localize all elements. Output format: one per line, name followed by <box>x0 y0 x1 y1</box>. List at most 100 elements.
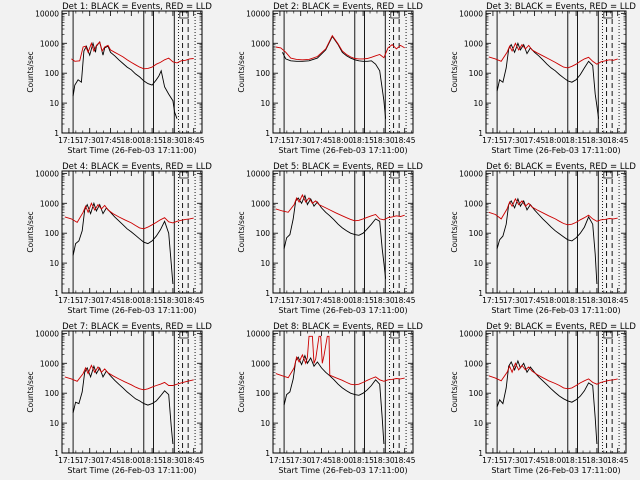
x-tick-label: 18:30 <box>586 296 608 305</box>
x-tick-label: 18:45 <box>394 136 416 145</box>
lld-series-line <box>488 42 618 69</box>
x-tick-label: 18:00 <box>331 296 353 305</box>
lld-series-line <box>275 335 405 386</box>
y-tick-label: 1000 <box>464 359 483 368</box>
events-series-line <box>72 201 174 285</box>
y-axis-label: Counts/sec <box>450 371 459 412</box>
y-axis-label: Counts/sec <box>26 211 35 252</box>
y-tick-label: 1 <box>478 449 483 458</box>
events-series-line <box>283 194 387 279</box>
x-tick-label: 18:45 <box>394 456 416 465</box>
x-tick-label: 17:15 <box>482 296 504 305</box>
lld-series-line <box>488 197 618 226</box>
x-tick-label: 17:30 <box>503 456 525 465</box>
y-tick-label: 10000 <box>35 9 59 18</box>
x-tick-label: 18:45 <box>183 456 205 465</box>
x-tick-label: 17:45 <box>100 136 122 145</box>
y-tick-label: 10 <box>260 419 270 428</box>
x-tick-label: 17:30 <box>290 296 312 305</box>
x-tick-label: 18:45 <box>607 456 629 465</box>
events-series-line <box>281 35 387 119</box>
events-series-line <box>496 197 598 285</box>
x-tick-label: 18:30 <box>162 456 184 465</box>
y-tick-label: 100 <box>469 69 484 78</box>
y-tick-label: 1 <box>478 289 483 298</box>
marker-bracket <box>179 11 189 19</box>
y-tick-label: 100 <box>469 229 484 238</box>
y-tick-label: 10 <box>473 419 483 428</box>
x-axis-label: Start Time (26-Feb-03 17:11:00) <box>67 146 196 155</box>
panel-title: Det 4: BLACK = Events, RED = LLD <box>62 162 212 172</box>
x-tick-label: 17:15 <box>58 136 80 145</box>
y-tick-label: 10 <box>49 99 59 108</box>
x-tick-label: 18:00 <box>331 456 353 465</box>
marker-bracket <box>179 171 189 179</box>
x-tick-label: 18:30 <box>373 296 395 305</box>
x-tick-label: 18:15 <box>352 456 374 465</box>
panel-det-2: Det 2: BLACK = Events, RED = LLD Counts/s… <box>237 2 423 155</box>
y-tick-label: 100 <box>256 229 271 238</box>
lld-series-line <box>64 202 194 230</box>
x-tick-label: 17:45 <box>311 456 333 465</box>
events-series-line <box>496 359 598 445</box>
y-tick-label: 10000 <box>35 169 59 178</box>
y-tick-label: 10 <box>473 99 483 108</box>
x-tick-label: 18:30 <box>373 136 395 145</box>
panel-det-1: Det 1: BLACK = Events, RED = LLD Counts/s… <box>26 2 212 155</box>
x-tick-label: 17:15 <box>269 296 291 305</box>
y-tick-label: 100 <box>256 389 271 398</box>
y-tick-label: 1 <box>265 129 270 138</box>
x-tick-label: 18:45 <box>183 296 205 305</box>
plot-frame <box>272 170 414 294</box>
y-tick-label: 10000 <box>246 169 270 178</box>
y-tick-label: 10 <box>260 99 270 108</box>
x-tick-label: 18:30 <box>586 456 608 465</box>
panel-title: Det 9: BLACK = Events, RED = LLD <box>486 322 636 332</box>
y-tick-label: 100 <box>256 69 271 78</box>
x-tick-label: 17:45 <box>100 456 122 465</box>
x-tick-label: 17:30 <box>79 136 101 145</box>
x-tick-label: 18:00 <box>120 136 142 145</box>
marker-bracket <box>390 331 400 339</box>
x-tick-label: 17:15 <box>58 296 80 305</box>
y-tick-label: 1000 <box>251 359 270 368</box>
events-series-line <box>72 40 178 119</box>
x-tick-label: 17:15 <box>269 136 291 145</box>
panel-title: Det 3: BLACK = Events, RED = LLD <box>486 2 636 12</box>
x-tick-label: 18:00 <box>544 136 566 145</box>
lld-series-line <box>71 41 194 70</box>
x-tick-label: 17:30 <box>290 136 312 145</box>
x-tick-label: 18:15 <box>352 296 374 305</box>
y-tick-label: 10000 <box>459 169 483 178</box>
x-tick-label: 17:30 <box>290 456 312 465</box>
y-axis-label: Counts/sec <box>26 51 35 92</box>
y-tick-label: 10000 <box>35 329 59 338</box>
lld-series-line <box>275 193 405 222</box>
y-axis-label: Counts/sec <box>237 211 246 252</box>
x-tick-label: 18:00 <box>331 136 353 145</box>
events-series-line <box>496 42 600 119</box>
y-tick-label: 10 <box>49 419 59 428</box>
marker-bracket <box>390 171 400 179</box>
lld-series-line <box>275 34 405 61</box>
lld-series-line <box>64 364 194 391</box>
x-tick-label: 18:15 <box>352 136 374 145</box>
x-tick-label: 18:15 <box>141 296 163 305</box>
y-tick-label: 100 <box>45 69 60 78</box>
x-tick-label: 18:00 <box>120 456 142 465</box>
x-axis-label: Start Time (26-Feb-03 17:11:00) <box>67 466 196 475</box>
marker-bracket <box>603 11 613 19</box>
x-tick-label: 17:45 <box>524 296 546 305</box>
x-tick-label: 17:45 <box>524 456 546 465</box>
x-axis-label: Start Time (26-Feb-03 17:11:00) <box>491 306 620 315</box>
x-axis-label: Start Time (26-Feb-03 17:11:00) <box>278 466 407 475</box>
marker-bracket <box>390 11 400 19</box>
plot-frame <box>272 330 414 454</box>
y-tick-label: 1000 <box>464 39 483 48</box>
y-axis-label: Counts/sec <box>26 371 35 412</box>
y-tick-label: 1000 <box>464 199 483 208</box>
y-tick-label: 100 <box>45 389 60 398</box>
x-tick-label: 18:45 <box>607 136 629 145</box>
x-tick-label: 17:30 <box>79 456 101 465</box>
